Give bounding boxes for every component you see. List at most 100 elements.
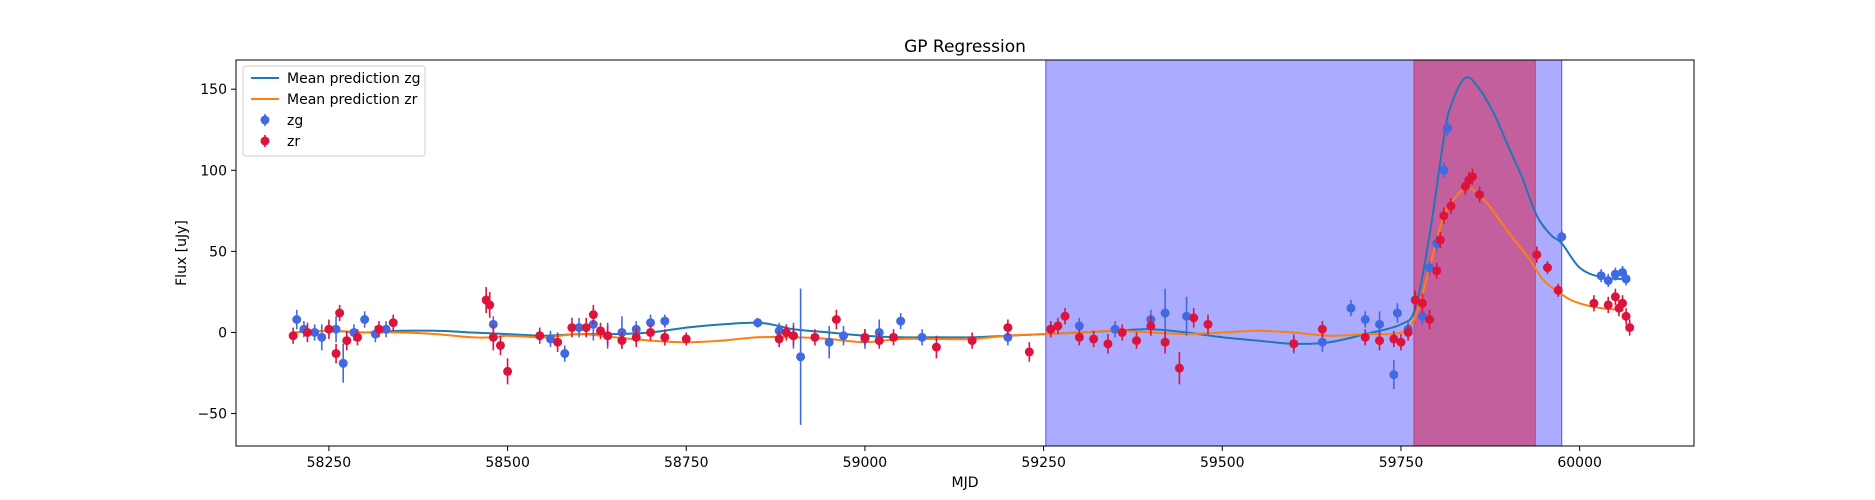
zg-point [1621,274,1631,284]
x-axis-label: MJD [952,475,979,491]
zr-point [660,332,670,342]
zg-point [560,349,570,359]
plot-frame [235,59,1695,447]
zr-point [1532,250,1542,260]
zr-point [302,327,312,337]
zr-point [1467,172,1477,182]
zr-point [1589,298,1599,308]
zr-point [774,334,784,344]
zg-point [1182,311,1192,321]
zg-point [310,327,320,337]
zg-point [317,332,327,342]
legend-label: zg [287,113,303,129]
legend: Mean prediction zg Mean prediction zr zg zr [242,65,426,157]
legend-swatch-marker [260,136,270,146]
zg-point [824,337,834,347]
zr-point [1189,313,1199,323]
zr-point [1603,300,1613,310]
zg-point [1417,311,1427,321]
zg-point [1610,269,1620,279]
zr-point [1132,336,1142,346]
zg-point [1442,123,1452,133]
zr-point [1618,298,1628,308]
zr-point [831,314,841,324]
y-tick-label: 50 [209,244,227,260]
zr-points [288,168,1635,385]
zg-point [545,334,555,344]
zg-point [1425,263,1435,273]
zg-point [1360,314,1370,324]
zr-point [553,337,563,347]
zg-point [796,352,806,362]
zg-point [1346,303,1356,313]
shaded-regions [1045,59,1563,447]
zg-point [1003,332,1013,342]
zr-point [1024,347,1034,357]
zr-point [335,308,345,318]
zg-point [1557,232,1567,242]
zg-point [1603,276,1613,286]
zr-point [331,349,341,359]
zr-point [810,332,820,342]
x-tick-label: 58250 [307,455,352,471]
zr-point [1146,321,1156,331]
zg-point [1375,319,1385,329]
zr-point [581,323,591,333]
zr-point [617,336,627,346]
zr-point [781,327,791,337]
chart-title: GP Regression [904,37,1026,57]
zr-point [1375,336,1385,346]
zr-point [596,326,605,336]
zr-point [874,336,884,346]
zr-point [1439,211,1449,221]
zr-point [485,300,495,310]
zr-point [646,327,656,337]
zr-point [535,331,545,341]
zr-point [1089,334,1099,344]
zg-point [753,318,763,328]
zr-point [588,310,598,320]
legend-box [242,65,426,157]
zg-point [646,318,656,328]
zr-point [288,331,298,341]
zr-point [788,331,798,341]
shaded-region-2 [1413,59,1536,447]
zr-point [1389,334,1399,344]
zr-point [1317,324,1327,334]
zg-point [1160,308,1170,318]
zr-point [1103,339,1113,349]
x-tick-label: 59000 [843,455,888,471]
x-tick-label: 58750 [664,455,709,471]
zr-point [1610,292,1620,302]
zr-point [931,342,941,352]
y-tick-label: −50 [197,407,227,423]
legend-label: Mean prediction zr [287,92,418,108]
zr-point [1446,201,1456,211]
zr-point [374,324,384,334]
zr-point [1403,327,1413,337]
y-tick-label: 0 [218,325,227,341]
zg-point [292,314,302,324]
zr-point [1621,311,1631,321]
zr-point [860,332,870,342]
zg-point [1074,321,1084,331]
zg-point [1317,337,1327,347]
zr-point [1117,327,1127,337]
zr-point [1203,319,1213,329]
zr-point [631,332,641,342]
zg-point [381,324,391,334]
zr-point [1160,337,1170,347]
zg-point [360,314,370,324]
zg-point [1389,370,1399,380]
legend-label: Mean prediction zg [287,71,421,87]
x-tick-label: 60000 [1557,455,1602,471]
zg-point [1439,165,1449,175]
zr-point [353,332,362,342]
zr-point [1425,314,1435,324]
zr-point [495,340,505,350]
zr-point [1396,337,1406,347]
zr-point [1060,311,1070,321]
zr-point [342,336,352,346]
